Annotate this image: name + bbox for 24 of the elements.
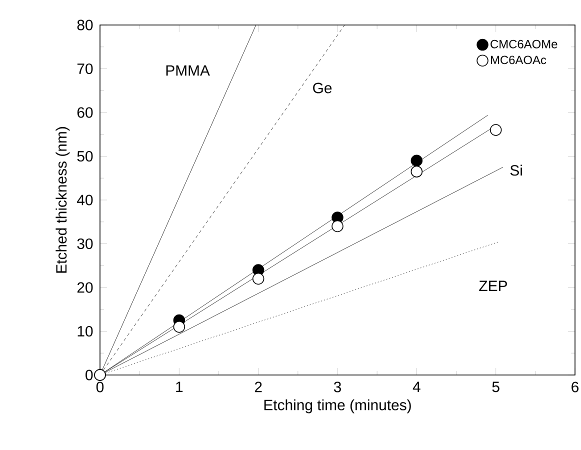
y-tick-label: 40 bbox=[77, 194, 93, 206]
y-tick-label: 50 bbox=[77, 150, 93, 162]
y-axis-title: Etched thickness (nm) bbox=[56, 127, 70, 273]
y-tick-label: 20 bbox=[77, 282, 93, 293]
x-tick-label: 6 bbox=[572, 382, 579, 392]
legend-label: MC6AOAc bbox=[490, 56, 546, 64]
x-tick-label: 2 bbox=[254, 382, 262, 392]
y-tick-label: 0 bbox=[86, 370, 93, 380]
text: ZEP bbox=[479, 280, 507, 291]
legend-label: CMC6AOMe bbox=[490, 40, 558, 48]
x-tick-label: 1 bbox=[176, 382, 183, 392]
series-label: Si bbox=[510, 164, 522, 176]
x-axis-title: Etching time (minutes) bbox=[264, 399, 411, 414]
series-label: Ge bbox=[313, 82, 332, 94]
y-tick-label: 70 bbox=[77, 63, 93, 74]
y-tick-label: 30 bbox=[77, 238, 93, 250]
y-tick-label: 10 bbox=[78, 326, 93, 337]
x-tick-label: 3 bbox=[334, 382, 341, 392]
x-tick-label: 5 bbox=[492, 382, 500, 392]
x-tick-label: 4 bbox=[412, 382, 420, 392]
y-tick-label: 80 bbox=[77, 20, 93, 30]
y-tick-label: 60 bbox=[77, 107, 93, 118]
x-tick-label: 0 bbox=[96, 382, 104, 392]
series-label: PMMA bbox=[166, 65, 210, 76]
